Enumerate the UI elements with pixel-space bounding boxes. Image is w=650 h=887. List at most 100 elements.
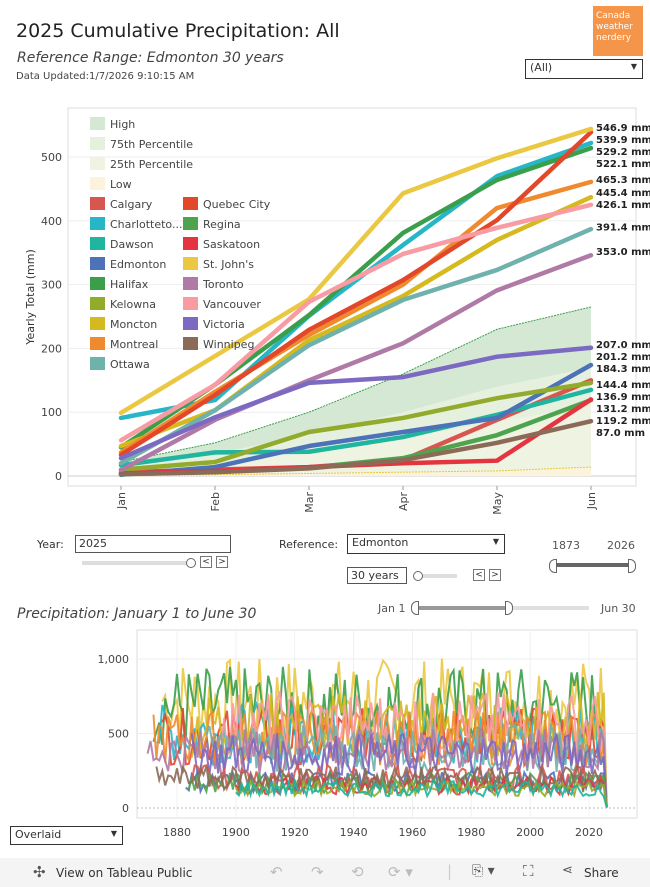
data-updated: Data Updated:1/7/2026 9:10:15 AM — [16, 71, 195, 82]
x-tick-label: 1920 — [281, 826, 309, 839]
end-label: 131.2 mm — [596, 404, 650, 415]
history-chart: 1880 1900 1920 1940 1960 1980 2000 2020 0 500 1,00… — [98, 629, 638, 839]
reference-label: Reference: — [279, 538, 339, 551]
range-handle-start[interactable] — [549, 559, 557, 573]
history-line-winnipeg — [155, 764, 608, 808]
legend-swatch — [183, 337, 198, 350]
window-next-button[interactable]: > — [489, 569, 501, 581]
x-tick-label: 1980 — [457, 826, 485, 839]
year-input[interactable]: 2025 — [75, 535, 231, 553]
revert-icon[interactable]: ⟲ — [351, 863, 364, 881]
legend-swatch — [90, 317, 105, 330]
x-tick-label: Jan — [115, 492, 128, 510]
end-label: 426.1 mm — [596, 200, 650, 211]
legend-label: Victoria — [203, 318, 245, 331]
legend-swatch — [90, 177, 105, 190]
year-next-button[interactable]: > — [216, 556, 228, 568]
legend-swatch — [90, 297, 105, 310]
end-label: 445.4 mm — [596, 188, 650, 199]
band-edge — [120, 306, 592, 463]
view-mode-dropdown[interactable]: Overlaid ▼ — [10, 826, 123, 845]
history-line-victoria — [190, 732, 608, 808]
series-line-victoria — [118, 345, 594, 461]
reference-subtitle: Reference Range: Edmonton 30 years — [17, 50, 284, 66]
legend-label: Halifax — [110, 278, 149, 291]
view-mode-value: Overlaid — [15, 828, 62, 841]
y-tick-label: 300 — [41, 279, 62, 292]
cumulative-chart: 0 100 200 300 400 500 Yearly Total (mm) Jan Feb M… — [24, 107, 650, 515]
legend-label: Edmonton — [110, 258, 166, 271]
legend-label: Ottawa — [110, 358, 150, 371]
share-button[interactable]: Share — [584, 866, 619, 880]
date-range-fill — [417, 606, 505, 610]
date-handle-end[interactable] — [505, 601, 513, 615]
x-tick-label: Feb — [209, 492, 222, 511]
year-prev-button[interactable]: < — [200, 556, 212, 568]
y-tick-label: 500 — [41, 151, 62, 164]
band-edge — [120, 466, 592, 477]
undo-icon[interactable]: ↶ — [270, 863, 283, 881]
range-handle-end[interactable] — [628, 559, 636, 573]
legend-swatch — [90, 257, 105, 270]
history-line-dawson — [235, 777, 608, 808]
end-label: 87.0 mm — [596, 428, 645, 439]
date-handle-start[interactable] — [411, 601, 419, 615]
band-low — [121, 467, 591, 476]
legend-label: Moncton — [110, 318, 157, 331]
redo-icon[interactable]: ↷ — [311, 863, 324, 881]
refresh-icon[interactable]: ⟳ ▾ — [388, 863, 413, 881]
y-tick-label: 0 — [55, 470, 62, 483]
window-slider-handle[interactable] — [413, 571, 423, 581]
logo[interactable]: Canada weather nerdery — [593, 6, 643, 56]
series-line-winnipeg — [118, 418, 594, 477]
y-axis-label: Yearly Total (mm) — [24, 249, 37, 346]
year-slider[interactable] — [82, 561, 188, 565]
end-label: 546.9 mm — [596, 123, 650, 134]
series-line-toronto — [118, 253, 594, 473]
window-input[interactable]: 30 years — [347, 567, 407, 584]
legend-swatch — [90, 337, 105, 350]
legend-label: St. John's — [203, 258, 254, 271]
tableau-logo-icon: ✣ — [33, 863, 46, 881]
series-line-kelowna — [118, 380, 594, 472]
legend-swatch — [90, 137, 105, 150]
download-icon[interactable]: ⎘ ▾ — [472, 863, 495, 879]
reference-dropdown[interactable]: Edmonton ▼ — [347, 534, 505, 554]
window-prev-button[interactable]: < — [473, 569, 485, 581]
window-slider[interactable] — [417, 574, 457, 578]
end-label: 529.2 mm — [596, 147, 650, 158]
legend-label: Regina — [203, 218, 241, 231]
legend-swatch — [183, 257, 198, 270]
reference-value: Edmonton — [352, 536, 409, 549]
y-tick-label: 100 — [41, 406, 62, 419]
y-tick-label: 400 — [41, 215, 62, 228]
chevron-down-icon: ▼ — [630, 62, 637, 71]
history-line-kelowna — [234, 778, 608, 808]
view-on-tableau-link[interactable]: View on Tableau Public — [56, 866, 193, 880]
year-range-slider[interactable] — [554, 563, 632, 567]
legend-swatch — [183, 317, 198, 330]
fullscreen-icon[interactable]: ⛶ — [523, 862, 534, 880]
end-label: 201.2 mm — [596, 352, 650, 363]
legend-label: Low — [110, 178, 132, 191]
x-tick-label: Mar — [303, 492, 316, 513]
legend-label: 25th Percentile — [110, 158, 193, 171]
x-tick-label: May — [491, 492, 504, 515]
end-label: 353.0 mm — [596, 247, 650, 258]
city-filter-value: (All) — [530, 61, 553, 74]
legend-swatch — [90, 197, 105, 210]
x-tick-label: 1900 — [222, 826, 250, 839]
legend-label: Quebec City — [203, 198, 271, 211]
page-title: 2025 Cumulative Precipitation: All — [16, 20, 340, 42]
legend-label: Charlotteto... — [110, 218, 182, 231]
x-tick-label: Apr — [397, 492, 410, 512]
legend-label: Calgary — [110, 198, 153, 211]
legend-label: High — [110, 118, 135, 131]
year-slider-handle[interactable] — [186, 558, 196, 568]
legend-swatch — [90, 237, 105, 250]
city-filter-dropdown[interactable]: (All) ▼ — [525, 59, 643, 79]
toolbar-divider: | — [447, 862, 453, 880]
end-label: 184.3 mm — [596, 364, 650, 375]
legend-swatch — [90, 157, 105, 170]
share-icon[interactable]: ⋖ — [562, 863, 573, 878]
